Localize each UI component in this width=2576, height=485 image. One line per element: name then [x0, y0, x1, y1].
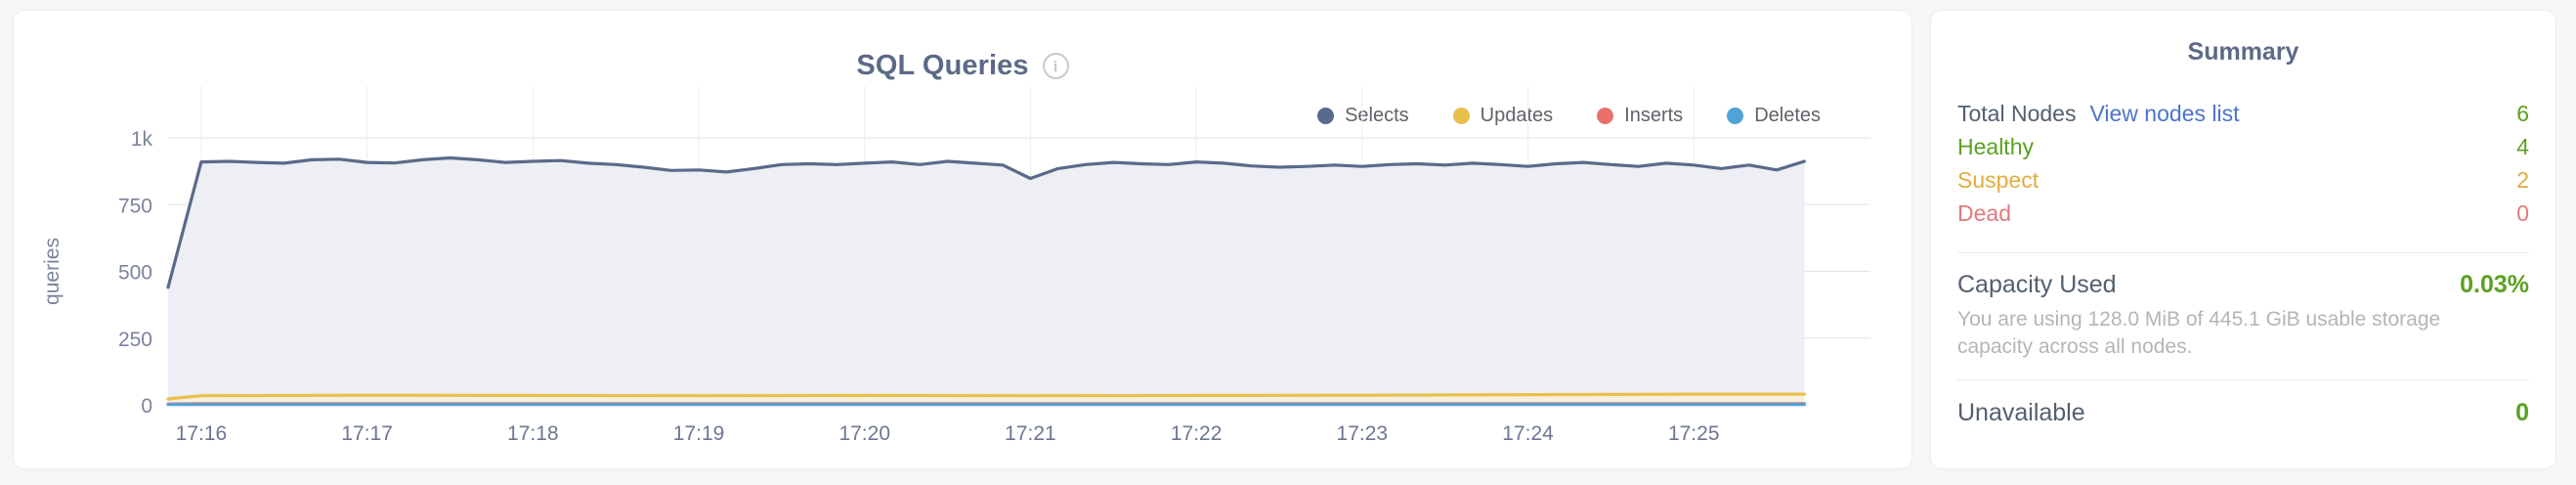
x-axis-tick-label: 17:21	[1005, 422, 1056, 445]
y-axis-tick-label: 1k	[131, 128, 153, 151]
legend-item-inserts[interactable]: Inserts	[1597, 105, 1683, 127]
summary-row-value: 6	[2516, 101, 2529, 126]
summary-row-label: Dead	[1957, 200, 2011, 226]
y-axis-tick-label: 250	[118, 329, 152, 351]
series-line-updates	[166, 392, 1806, 401]
legend-item-selects[interactable]: Selects	[1317, 105, 1409, 127]
capacity-used-row: Capacity Used 0.03%	[1957, 271, 2529, 299]
unavailable-label: Unavailable	[1957, 399, 2085, 427]
chart-header: SQL Queries i	[14, 50, 1911, 82]
summary-row-healthy: Healthy 4	[1957, 134, 2529, 167]
summary-row-label: Healthy	[1957, 134, 2034, 159]
summary-row-left: Dead	[1957, 200, 2011, 227]
summary-row-value: 2	[2516, 167, 2529, 193]
summary-body: Total Nodes View nodes list 6 Healthy 4 Suspe…	[1957, 101, 2529, 427]
x-axis-tick-label: 17:20	[838, 422, 890, 445]
y-axis-tick-label: 500	[118, 262, 152, 285]
x-axis-tick-label: 17:23	[1337, 422, 1389, 445]
capacity-used-description: You are using 128.0 MiB of 445.1 GiB usa…	[1957, 308, 2441, 359]
info-icon[interactable]: i	[1042, 53, 1069, 79]
y-axis-tick-label: 750	[118, 195, 152, 217]
legend-swatch-icon	[1317, 108, 1335, 124]
series-line-selects	[166, 155, 1806, 289]
series-area-selects	[168, 157, 1805, 405]
capacity-used-label: Capacity Used	[1957, 271, 2117, 298]
chart-legend: Selects Updates Inserts Deletes	[1317, 105, 1821, 127]
summary-row-left: Healthy	[1957, 134, 2034, 160]
legend-swatch-icon	[1452, 108, 1470, 124]
legend-label: Selects	[1345, 105, 1409, 126]
summary-row-suspect: Suspect 2	[1957, 167, 2529, 200]
page-title: SQL Queries	[856, 50, 1029, 81]
unavailable-value: 0	[2515, 399, 2529, 427]
y-axis-title: queries	[41, 238, 64, 305]
legend-label: Updates	[1480, 105, 1554, 126]
node-status-list: Total Nodes View nodes list 6 Healthy 4 Suspe…	[1957, 101, 2529, 234]
x-axis-tick-label: 17:22	[1171, 422, 1223, 445]
x-axis-tick-label: 17:19	[673, 422, 725, 445]
x-axis-tick-label: 17:18	[507, 422, 559, 445]
summary-divider	[1957, 252, 2529, 253]
legend-swatch-icon	[1727, 108, 1744, 124]
unavailable-row: Unavailable 0	[1957, 399, 2529, 427]
x-axis-tick-label: 17:24	[1502, 422, 1554, 445]
summary-row-label: Total Nodes	[1957, 101, 2077, 126]
summary-card: Summary Total Nodes View nodes list 6 Healt…	[1930, 10, 2556, 469]
view-nodes-list-link[interactable]: View nodes list	[2089, 101, 2240, 126]
capacity-used-value: 0.03%	[2460, 271, 2529, 298]
x-axis-tick-label: 17:25	[1668, 422, 1720, 445]
summary-row-left: Suspect	[1957, 167, 2039, 194]
sql-queries-card: SQL Queries i Selects Updates Inserts Delet…	[13, 10, 1912, 469]
legend-label: Inserts	[1624, 105, 1684, 126]
summary-title: Summary	[2187, 38, 2299, 66]
legend-label: Deletes	[1754, 105, 1821, 126]
summary-row-value: 4	[2516, 134, 2529, 159]
summary-row-dead: Dead 0	[1957, 200, 2529, 234]
summary-row-label: Suspect	[1957, 167, 2039, 193]
chart-plot-area[interactable]: 0 250 500 750 1k 17:16 17:17 17:18 17:19 17:20 17:…	[14, 11, 1913, 470]
x-axis-tick-label: 17:16	[176, 422, 228, 445]
y-axis-tick-label: 0	[141, 395, 152, 418]
sql-queries-chart: 0 250 500 750 1k 17:16 17:17 17:18 17:19 17:20 17:…	[41, 86, 1870, 445]
summary-row-left: Total Nodes View nodes list	[1957, 101, 2239, 127]
summary-row-total-nodes: Total Nodes View nodes list 6	[1957, 101, 2529, 134]
summary-divider-2	[1957, 379, 2529, 381]
x-axis-tick-label: 17:17	[341, 422, 393, 445]
summary-row-value: 0	[2516, 200, 2529, 226]
legend-item-deletes[interactable]: Deletes	[1727, 105, 1821, 127]
legend-swatch-icon	[1597, 108, 1614, 124]
legend-item-updates[interactable]: Updates	[1452, 105, 1554, 127]
